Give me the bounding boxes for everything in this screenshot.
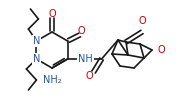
Text: O: O bbox=[78, 26, 85, 36]
Text: NH: NH bbox=[78, 54, 93, 64]
Text: N: N bbox=[33, 36, 40, 46]
Text: O: O bbox=[48, 9, 56, 19]
Text: O: O bbox=[138, 16, 146, 26]
Text: N: N bbox=[33, 54, 40, 64]
Text: O: O bbox=[86, 71, 93, 81]
Text: O: O bbox=[157, 45, 165, 55]
Text: NH₂: NH₂ bbox=[43, 75, 61, 85]
